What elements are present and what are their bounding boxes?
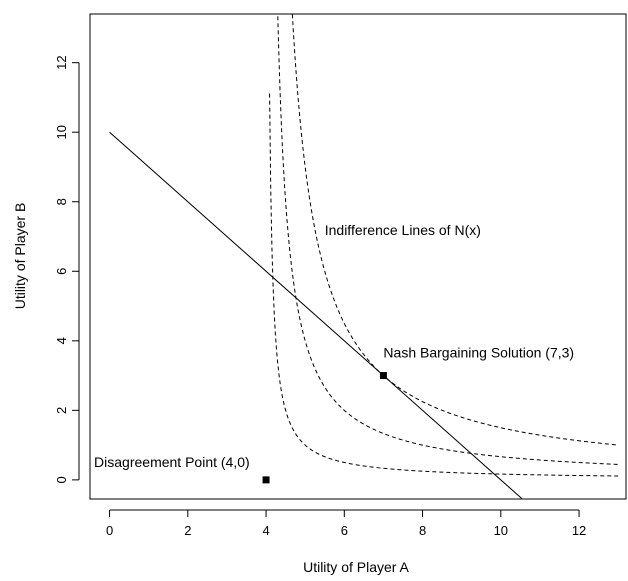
indifference-curve-3: [291, 14, 619, 446]
y-axis-title: Utility of Player B: [12, 203, 28, 310]
x-tick-label-12: 12: [572, 523, 586, 538]
y-tick-label-12: 12: [54, 55, 69, 69]
point-marker-1: [379, 372, 387, 380]
y-tick-label-6: 6: [54, 268, 69, 275]
points-layer: Disagreement Point (4,0) Nash Bargaining …: [94, 222, 574, 484]
y-tick-label-8: 8: [54, 198, 69, 205]
point-marker-0: [262, 476, 270, 484]
series-layer: [109, 14, 619, 499]
point-label-0: Disagreement Point (4,0): [94, 454, 250, 470]
plot-frame: [89, 13, 627, 500]
x-tick-label-10: 10: [494, 523, 508, 538]
y-tick-label-4: 4: [54, 337, 69, 344]
x-axis-title: Utility of Player A: [303, 559, 409, 575]
x-axis: 0 2 4 6 8 10 12: [106, 509, 586, 538]
annotation-0: Indifference Lines of N(x): [325, 222, 481, 238]
y-axis: 0 2 4 6 8 10 12: [54, 55, 80, 483]
x-tick-label-8: 8: [419, 523, 426, 538]
frontier-line: [109, 131, 524, 499]
indifference-curve-1: [269, 93, 619, 477]
y-tick-label-10: 10: [54, 125, 69, 139]
point-label-1: Nash Bargaining Solution (7,3): [383, 345, 574, 361]
x-tick-label-0: 0: [106, 523, 113, 538]
y-tick-label-2: 2: [54, 407, 69, 414]
x-tick-label-2: 2: [184, 523, 191, 538]
x-tick-label-6: 6: [341, 523, 348, 538]
x-tick-label-4: 4: [262, 523, 269, 538]
indifference-curve-2: [277, 16, 619, 465]
y-tick-label-0: 0: [54, 476, 69, 483]
